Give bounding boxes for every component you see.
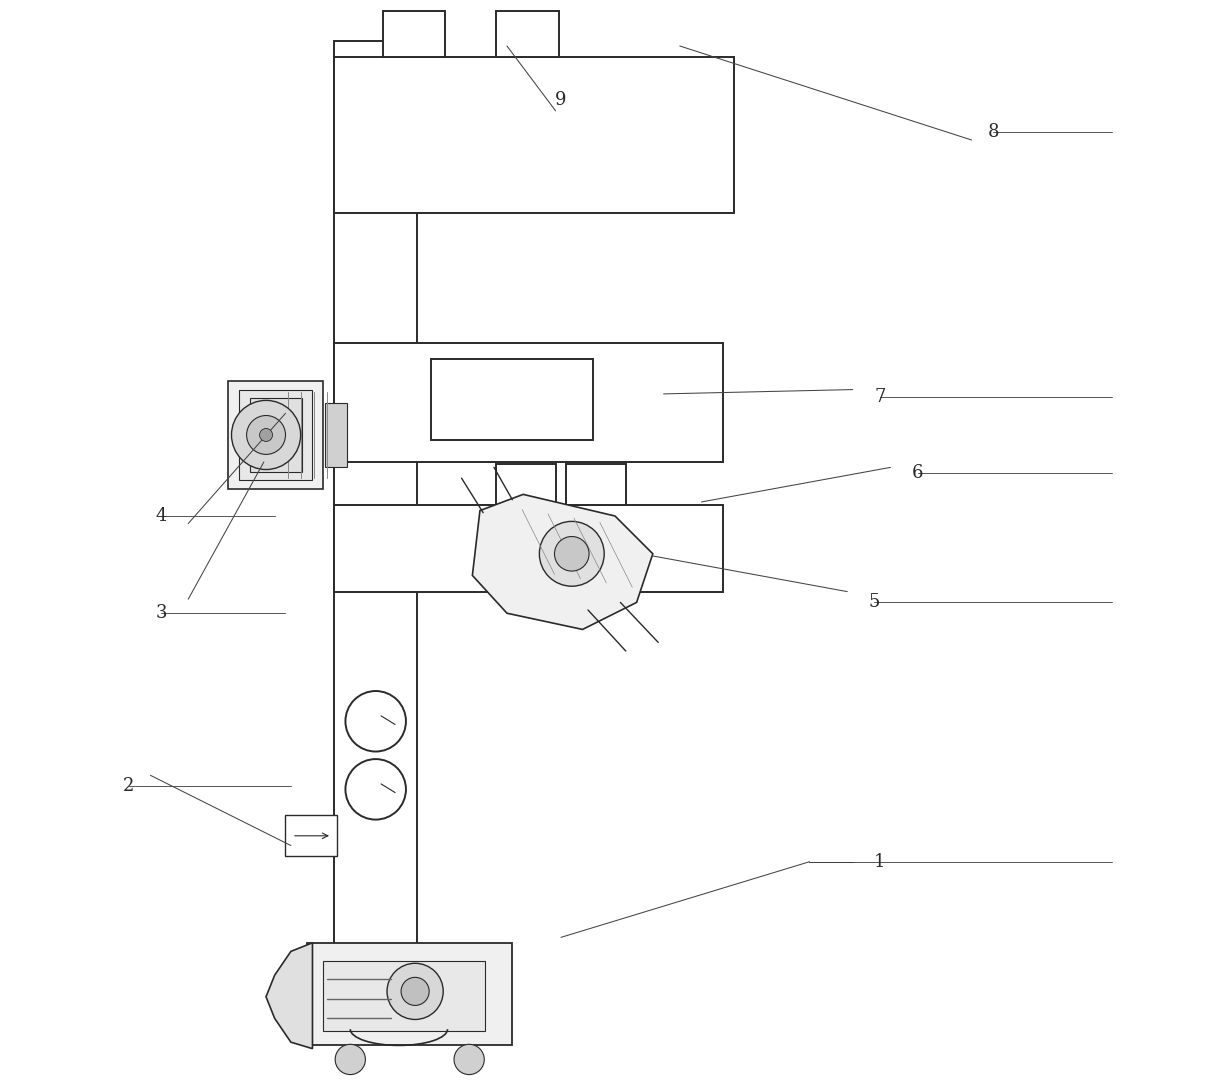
Bar (229, 381, 323, 489)
Text: 7: 7 (875, 388, 886, 406)
Text: 8: 8 (988, 124, 999, 141)
Circle shape (401, 977, 429, 1006)
Circle shape (540, 521, 604, 586)
Bar (335, 505, 723, 592)
Circle shape (454, 1045, 485, 1074)
Text: 4: 4 (155, 507, 167, 525)
Bar (383, 12, 445, 56)
Bar (566, 464, 626, 505)
Polygon shape (472, 494, 653, 630)
Bar (496, 464, 556, 505)
Circle shape (346, 759, 406, 820)
Bar (250, 399, 301, 471)
Circle shape (260, 429, 273, 441)
Circle shape (346, 691, 406, 752)
Bar (335, 343, 723, 462)
Text: 1: 1 (875, 853, 886, 871)
Polygon shape (266, 943, 312, 1049)
Text: 6: 6 (911, 464, 924, 482)
Bar (432, 359, 593, 440)
Bar (335, 40, 417, 1013)
Text: 3: 3 (155, 604, 167, 622)
Circle shape (246, 416, 285, 454)
Circle shape (555, 536, 589, 571)
Bar (285, 816, 337, 857)
Circle shape (335, 1045, 365, 1074)
Bar (326, 403, 347, 467)
Bar (335, 56, 734, 214)
Text: 5: 5 (868, 593, 879, 611)
Circle shape (231, 401, 300, 469)
Bar (308, 943, 513, 1046)
Circle shape (387, 963, 443, 1020)
Text: 9: 9 (555, 91, 567, 109)
Bar (323, 961, 486, 1032)
Text: 2: 2 (123, 778, 134, 795)
Bar (496, 12, 558, 56)
Bar (239, 390, 312, 480)
